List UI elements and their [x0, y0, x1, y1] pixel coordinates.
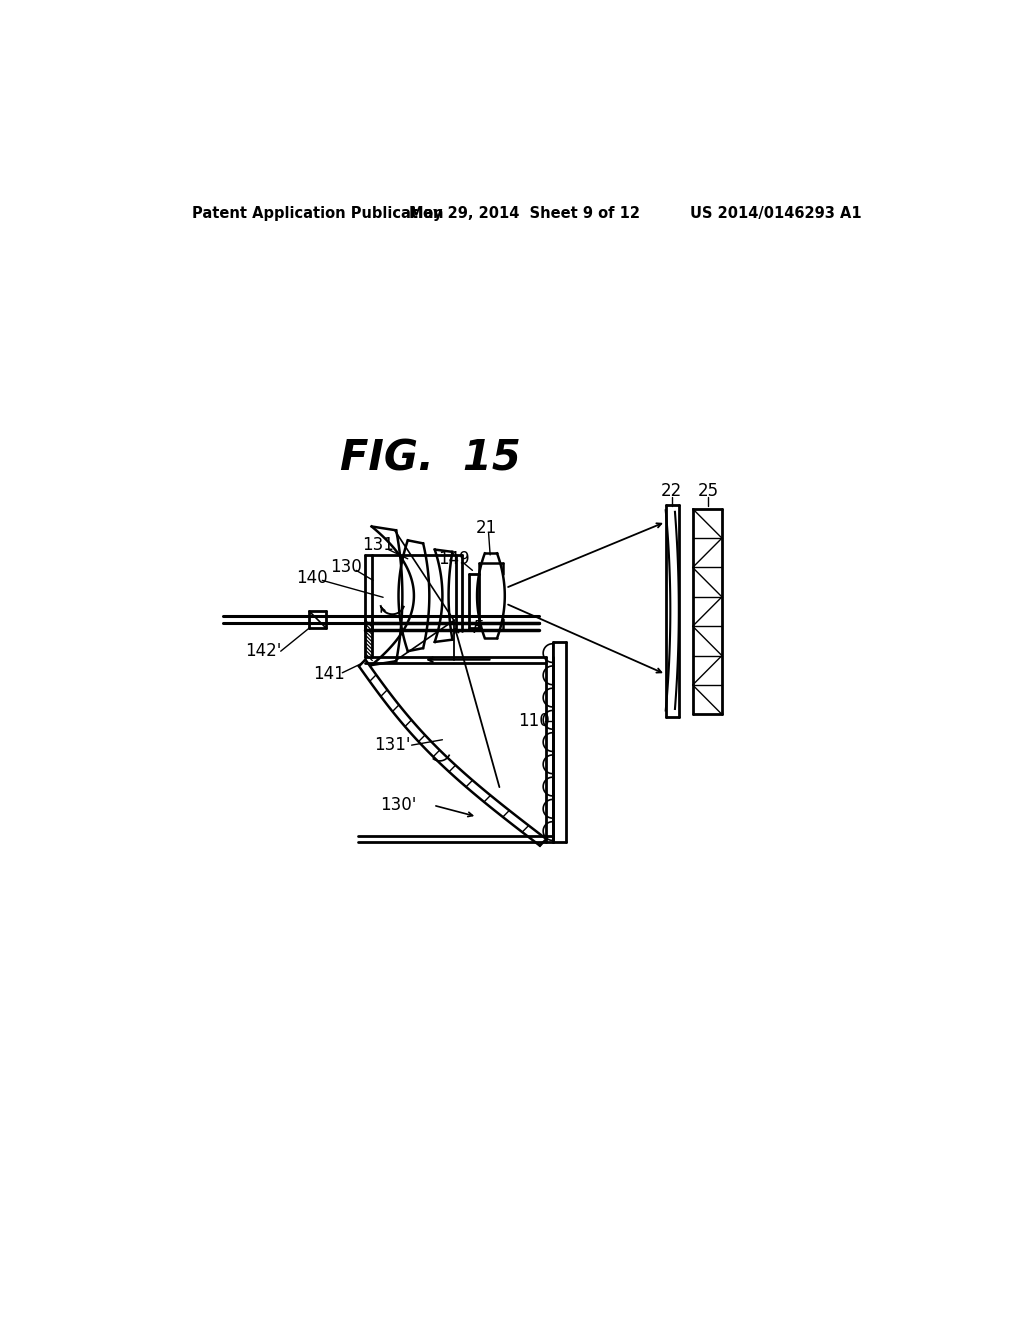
Text: Patent Application Publication: Patent Application Publication [193, 206, 443, 222]
Text: F: F [472, 619, 482, 638]
Text: 110: 110 [518, 711, 550, 730]
Text: 131': 131' [374, 737, 411, 754]
Text: US 2014/0146293 A1: US 2014/0146293 A1 [690, 206, 862, 222]
Text: 130': 130' [380, 796, 417, 814]
Text: 142': 142' [245, 643, 282, 660]
Text: 22: 22 [662, 482, 682, 500]
Text: 149: 149 [438, 550, 470, 568]
Text: 131: 131 [362, 536, 394, 554]
Text: 21: 21 [476, 519, 497, 537]
Text: 130: 130 [331, 557, 362, 576]
Polygon shape [666, 506, 679, 717]
Text: 25: 25 [697, 482, 719, 500]
Text: May 29, 2014  Sheet 9 of 12: May 29, 2014 Sheet 9 of 12 [410, 206, 640, 222]
Text: 140: 140 [296, 569, 328, 587]
Text: 141: 141 [313, 665, 345, 684]
Text: FIG.  15: FIG. 15 [340, 438, 521, 479]
